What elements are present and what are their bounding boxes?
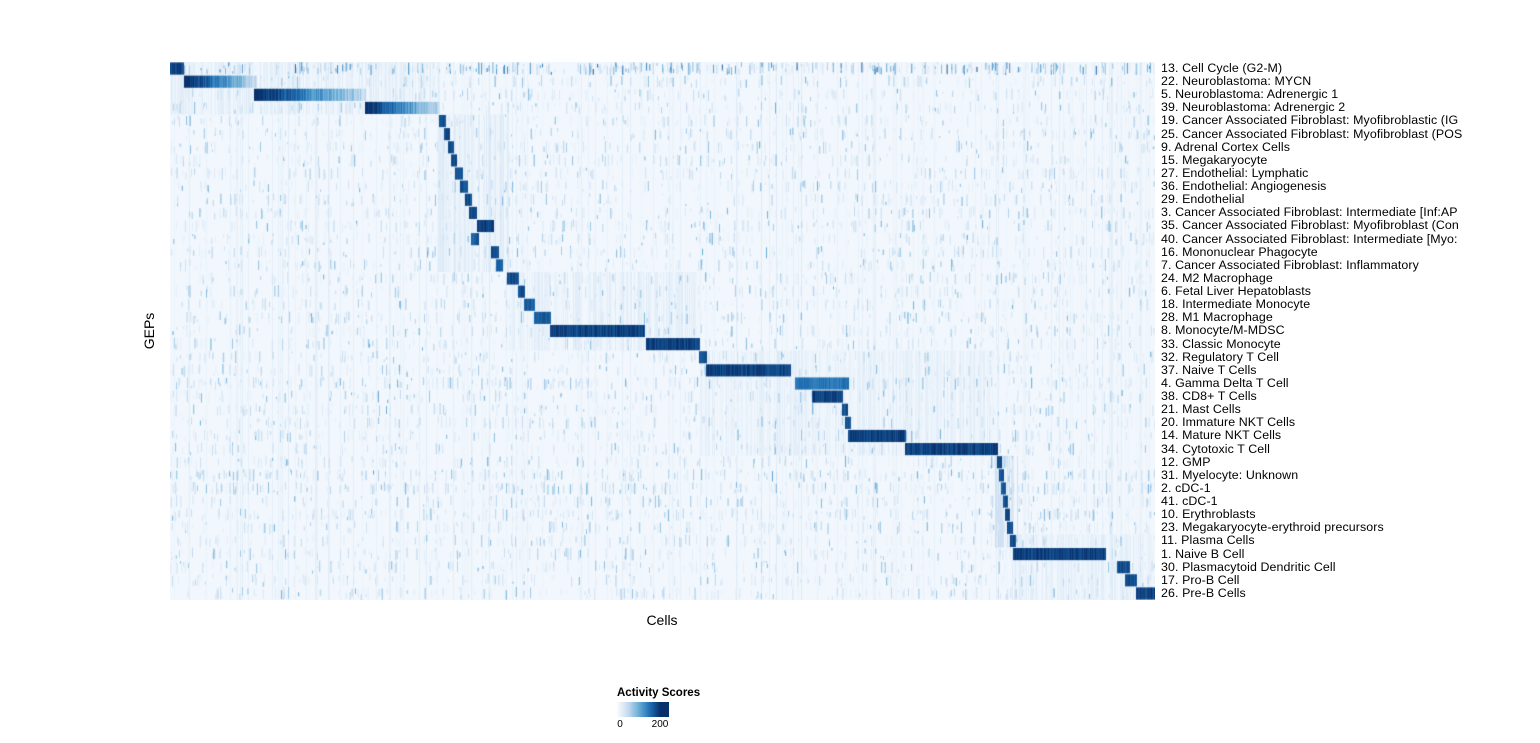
- row-label: 13. Cell Cycle (G2-M): [1161, 62, 1283, 75]
- legend-ticks: 0 200: [617, 719, 737, 732]
- row-label: 15. Megakaryocyte: [1161, 152, 1268, 167]
- row-label: 31. Myelocyte: Unknown: [1161, 467, 1299, 482]
- row-label: 32. Regulatory T Cell: [1161, 349, 1280, 364]
- row-label: 41. cDC-1: [1161, 494, 1218, 509]
- row-label: 36. Endothelial: Angiogenesis: [1161, 179, 1327, 194]
- row-label: 28. M1 Macrophage: [1161, 310, 1273, 325]
- row-labels: 13. Cell Cycle (G2-M) 22. Neuroblastoma: …: [1161, 62, 1540, 600]
- row-label: 6. Fetal Liver Hepatoblasts: [1161, 284, 1312, 299]
- row-label: 2. cDC-1: [1161, 480, 1211, 495]
- row-label: 5. Neuroblastoma: Adrenergic 1: [1161, 87, 1339, 102]
- row-label: 40. Cancer Associated Fibroblast: Interm…: [1161, 231, 1458, 246]
- row-label: 8. Monocyte/M-MDSC: [1161, 323, 1285, 338]
- row-label: 14. Mature NKT Cells: [1161, 428, 1282, 443]
- heatmap-canvas: [170, 62, 1155, 600]
- row-label: 34. Cytotoxic T Cell: [1161, 441, 1270, 456]
- row-label: 1. Naive B Cell: [1161, 546, 1245, 561]
- row-label: 7. Cancer Associated Fibroblast: Inflamm…: [1161, 257, 1419, 272]
- row-label: 3. Cancer Associated Fibroblast: Interme…: [1161, 205, 1458, 220]
- row-label: 11. Plasma Cells: [1161, 533, 1255, 548]
- row-label: 17. Pro-B Cell: [1161, 572, 1240, 587]
- row-label: 39. Neuroblastoma: Adrenergic 2: [1161, 100, 1346, 115]
- row-label: 30. Plasmacytoid Dendritic Cell: [1161, 559, 1336, 574]
- row-label: 29. Endothelial: [1161, 192, 1245, 207]
- legend: Activity Scores 0 200: [617, 687, 737, 732]
- y-axis-label: GEPs: [141, 312, 157, 350]
- legend-title: Activity Scores: [617, 687, 701, 699]
- row-label: 18. Intermediate Monocyte: [1161, 297, 1311, 312]
- row-label: 23. Megakaryocyte-erythroid precursors: [1161, 520, 1384, 535]
- row-label: 38. CD8+ T Cells: [1161, 389, 1257, 404]
- legend-gradient: [617, 702, 669, 717]
- row-label: 21. Mast Cells: [1161, 402, 1241, 417]
- row-label: 9. Adrenal Cortex Cells: [1161, 139, 1291, 154]
- row-label: 4. Gamma Delta T Cell: [1161, 375, 1289, 390]
- legend-max-label: 200: [651, 719, 669, 730]
- row-label: 19. Cancer Associated Fibroblast: Myofib…: [1161, 113, 1459, 128]
- row-label: 26. Pre-B Cells: [1161, 585, 1246, 600]
- row-label: 10. Erythroblasts: [1161, 507, 1256, 522]
- row-label: 27. Endothelial: Lymphatic: [1161, 165, 1309, 180]
- x-axis-label: Cells: [646, 612, 678, 628]
- row-label: 33. Classic Monocyte: [1161, 336, 1281, 351]
- row-label: 12. GMP: [1161, 454, 1211, 469]
- row-label: 16. Mononuclear Phagocyte: [1161, 244, 1318, 259]
- row-label: 35. Cancer Associated Fibroblast: Myofib…: [1161, 218, 1459, 233]
- row-label: 25. Cancer Associated Fibroblast: Myofib…: [1161, 126, 1463, 141]
- row-label: 22. Neuroblastoma: MYCN: [1161, 74, 1312, 89]
- row-label: 20. Immature NKT Cells: [1161, 415, 1296, 430]
- legend-min-label: 0: [617, 719, 623, 730]
- row-label: 37. Naive T Cells: [1161, 362, 1257, 377]
- row-label: 24. M2 Macrophage: [1161, 270, 1273, 285]
